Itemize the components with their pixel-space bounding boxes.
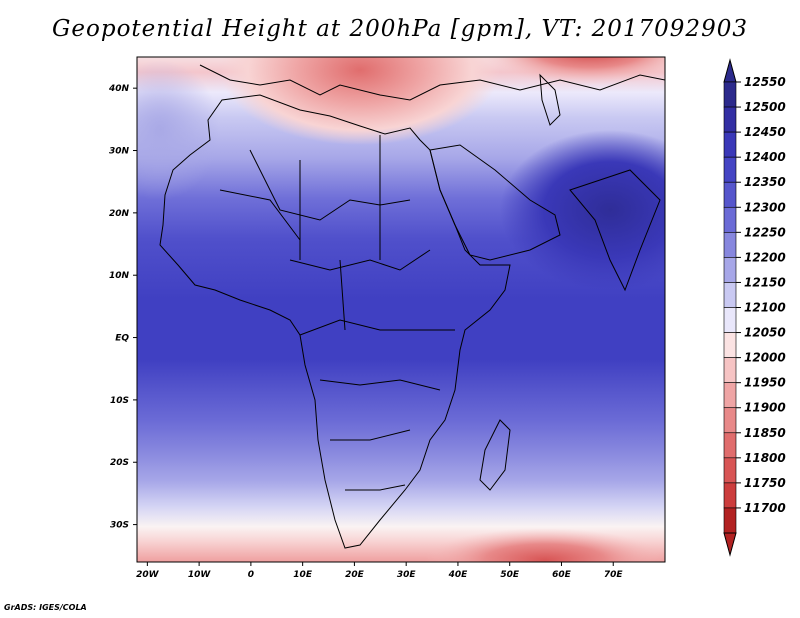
lon-tick-label: 10W	[188, 570, 212, 580]
colorbar-label: 12150	[744, 275, 786, 289]
map-title: Geopotential Height at 200hPa [gpm], VT:…	[52, 16, 748, 42]
border-9	[339, 259, 346, 331]
colorbar-label: 11950	[744, 376, 786, 390]
lon-tick-label: 0	[248, 570, 254, 580]
colorbar-swatch	[723, 307, 737, 333]
colorbar-label: 12400	[744, 150, 786, 164]
credit-label: GrADS: IGES/COLA	[4, 603, 87, 612]
colorbar-label: 12100	[744, 301, 786, 315]
border-5	[330, 429, 411, 441]
colorbar-swatch	[723, 232, 737, 258]
colorbar-top-arrow	[723, 58, 737, 83]
lat-tick-label: 30N	[109, 147, 130, 157]
border-3	[299, 319, 455, 336]
colorbar-swatch	[723, 357, 737, 383]
lat-tick-label: 20S	[110, 458, 129, 468]
colorbar-swatch	[723, 81, 737, 108]
axis-ticks: 20W 10W 0 10E 20E 30E 40E 50E 60E 70E 40N 30N 20N 10N…	[108, 84, 623, 580]
colorbar-swatch	[723, 257, 737, 283]
colorbar-swatch	[723, 181, 737, 208]
colorbar-swatch	[723, 507, 737, 534]
lat-tick-label: EQ	[115, 334, 129, 344]
coastlines	[159, 64, 665, 549]
colorbar-swatch	[723, 457, 737, 484]
colorbar-swatch	[723, 407, 737, 434]
lon-tick-label: 20E	[345, 570, 365, 580]
colorbar-swatch	[723, 106, 737, 133]
madagascar-outline	[479, 419, 511, 491]
plot-frame	[136, 56, 666, 563]
colorbar-label: 12350	[744, 175, 786, 189]
lat-tick-label: 10N	[109, 271, 130, 281]
border-2	[289, 249, 431, 271]
height-field	[137, 57, 665, 562]
colorbar-label: 12050	[744, 326, 786, 340]
lat-tick-label: 10S	[110, 396, 129, 406]
lon-tick-label: 50E	[500, 570, 520, 580]
colorbar-label: 12000	[744, 351, 786, 365]
colorbar-swatch	[723, 482, 737, 509]
colorbar-label: 12550	[744, 75, 786, 89]
colorbar-swatch	[723, 131, 737, 158]
border-1	[249, 149, 411, 221]
colorbar: 12550 12500 12450 12400 12350 12300 12250 12200…	[723, 58, 786, 557]
lat-tick-label: 20N	[109, 209, 130, 219]
colorbar-label: 12250	[744, 225, 786, 239]
colorbar-swatch	[723, 156, 737, 183]
colorbar-swatch	[723, 282, 737, 308]
lon-tick-label: 10E	[293, 570, 313, 580]
colorbar-bottom-arrow	[723, 532, 737, 557]
colorbar-swatch	[723, 206, 737, 233]
colorbar-label: 11850	[744, 426, 786, 440]
arabia-outline	[429, 144, 561, 261]
border-4	[319, 379, 441, 391]
colorbar-label: 11800	[744, 451, 786, 465]
colorbar-label: 11900	[744, 401, 786, 415]
africa-outline	[159, 94, 511, 549]
europe-coast	[199, 64, 665, 101]
caspian-outline	[539, 73, 561, 126]
colorbar-label: 12450	[744, 125, 786, 139]
lon-tick-label: 20W	[136, 570, 160, 580]
lat-tick-label: 30S	[110, 521, 129, 531]
lat-tick-label: 40N	[108, 84, 130, 94]
lon-tick-label: 70E	[604, 570, 624, 580]
lon-tick-label: 40E	[448, 570, 469, 580]
colorbar-label: 12200	[744, 250, 786, 264]
colorbar-label: 11700	[744, 501, 786, 515]
colorbar-swatch	[723, 332, 737, 358]
colorbar-label: 12500	[744, 100, 786, 114]
border-6	[345, 484, 406, 491]
colorbar-swatch	[723, 432, 737, 459]
colorbar-label: 12300	[744, 200, 786, 214]
lon-tick-label: 30E	[397, 570, 417, 580]
colorbar-label: 11750	[744, 476, 786, 490]
lon-tick-label: 60E	[552, 570, 572, 580]
colorbar-swatch	[723, 382, 737, 409]
india-outline	[569, 169, 661, 292]
border-10	[219, 189, 301, 241]
